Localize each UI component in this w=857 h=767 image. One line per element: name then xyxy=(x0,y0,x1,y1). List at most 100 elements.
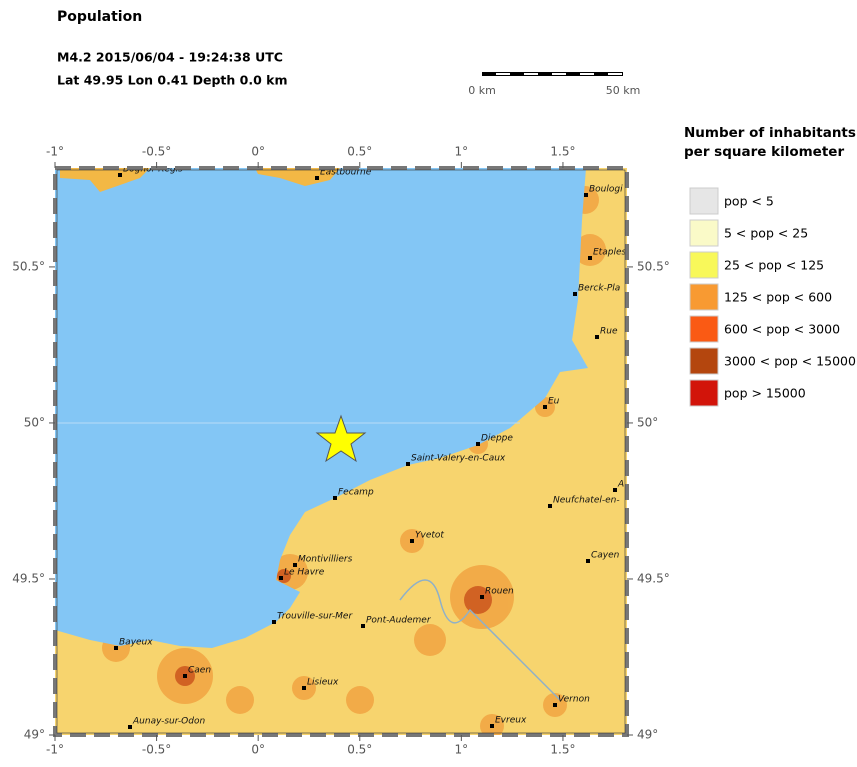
town-label: Cayen xyxy=(591,551,620,561)
town-marker xyxy=(480,595,484,599)
town-marker xyxy=(183,674,187,678)
scale-bar-segment xyxy=(608,73,622,75)
legend-label: 125 < pop < 600 xyxy=(724,290,832,305)
legend-swatch xyxy=(689,251,719,279)
x-tick-label: 0° xyxy=(251,743,265,757)
scale-bar: 0 km 50 km xyxy=(468,72,640,97)
y-tick-label: 49° xyxy=(637,728,658,742)
x-tick-label: 0.5° xyxy=(347,743,372,757)
towns: Bognor Regis Eastbourne Boulogi Etaples Berc… xyxy=(114,168,626,729)
england-coast xyxy=(60,168,150,192)
town-label: Lisieux xyxy=(307,678,339,688)
town-label: Trouville-sur-Mer xyxy=(277,612,353,622)
town-label: Eu xyxy=(548,397,560,407)
legend-label: 25 < pop < 125 xyxy=(724,258,824,273)
legend-label: pop < 5 xyxy=(724,194,774,209)
town-label: Etaples xyxy=(593,248,626,258)
legend-swatch xyxy=(689,347,719,375)
x-tick-label: -0.5° xyxy=(142,145,171,159)
town-label: Rouen xyxy=(485,587,514,597)
y-tick-label: 49° xyxy=(24,728,45,742)
legend: Number of inhabitants per square kilomet… xyxy=(684,125,856,407)
scale-bar-segment xyxy=(524,73,538,75)
legend-title: Number of inhabitants xyxy=(684,125,856,141)
sea xyxy=(55,168,627,648)
town-label: Pont-Audemer xyxy=(366,616,432,626)
town-marker xyxy=(302,686,306,690)
y-tick-label: 50° xyxy=(24,415,45,429)
town-marker xyxy=(476,442,480,446)
event-info: M4.2 2015/06/04 - 19:24:38 UTC xyxy=(57,50,283,65)
legend-label: 3000 < pop < 15000 xyxy=(724,354,856,369)
town-marker xyxy=(293,563,297,567)
legend-swatch xyxy=(689,315,719,343)
town-label: Eastbourne xyxy=(320,168,372,178)
town-marker xyxy=(361,624,365,628)
legend-label: 600 < pop < 3000 xyxy=(724,322,840,337)
town-marker xyxy=(333,496,337,500)
legend-swatch xyxy=(689,283,719,311)
x-tick-label: -0.5° xyxy=(142,743,171,757)
town-marker xyxy=(543,405,547,409)
title: Population xyxy=(57,9,142,25)
england-coast xyxy=(255,168,340,186)
map-area: Bognor Regis Eastbourne Boulogi Etaples Berc… xyxy=(55,168,627,735)
legend-swatch xyxy=(689,219,719,247)
town-marker xyxy=(588,256,592,260)
y-tick-label: 50.5° xyxy=(637,259,670,273)
x-tick-label: 1.5° xyxy=(550,743,575,757)
town-label: Saint-Valery-en-Caux xyxy=(411,454,506,464)
scale-label: 50 km xyxy=(606,84,641,97)
town-marker xyxy=(410,539,414,543)
legend-swatch xyxy=(689,187,719,215)
town-marker xyxy=(406,462,410,466)
scale-label: 0 km xyxy=(468,84,496,97)
location-info: Lat 49.95 Lon 0.41 Depth 0.0 km xyxy=(57,73,287,88)
town-marker xyxy=(490,724,494,728)
town-marker xyxy=(118,173,122,177)
x-tick-label: 1° xyxy=(455,145,469,159)
town-marker xyxy=(114,646,118,650)
x-tick-label: -1° xyxy=(46,743,64,757)
legend-label: pop > 15000 xyxy=(724,386,806,401)
town-marker xyxy=(548,504,552,508)
town-label: Evreux xyxy=(495,716,527,726)
scale-bar-segment xyxy=(552,73,566,75)
town-marker xyxy=(272,620,276,624)
town-label: Caen xyxy=(188,666,211,676)
legend-title: per square kilometer xyxy=(684,144,844,160)
town-label: Fecamp xyxy=(338,488,374,498)
town-label: Neufchatel-en- xyxy=(553,496,620,506)
town-label: Berck-Pla xyxy=(578,284,620,294)
town-marker xyxy=(553,703,557,707)
town-label: Boulogi xyxy=(589,185,623,195)
map-frame-inner xyxy=(56,169,626,734)
y-tick-label: 50.5° xyxy=(12,259,45,273)
town-marker xyxy=(613,488,617,492)
y-tick-label: 49.5° xyxy=(637,571,670,585)
town-marker xyxy=(128,725,132,729)
axis-ticks: -1° -1° -0.5° -0.5° 0° 0° 0.5° 0.5° 1° 1° 1.5° 1.5°… xyxy=(12,145,669,757)
map-frame xyxy=(53,166,629,737)
town-label: Le Havre xyxy=(284,568,325,578)
town-label: Aunay-sur-Odon xyxy=(132,717,205,727)
town-marker xyxy=(315,176,319,180)
x-tick-label: 1° xyxy=(455,743,469,757)
town-label: Vernon xyxy=(558,695,590,705)
scale-bar-segment xyxy=(496,73,510,75)
town-marker xyxy=(573,292,577,296)
x-tick-label: -1° xyxy=(46,145,64,159)
town-marker xyxy=(586,559,590,563)
town-marker xyxy=(595,335,599,339)
y-tick-label: 50° xyxy=(637,415,658,429)
town-label: Yvetot xyxy=(415,531,444,541)
town-label: Bayeux xyxy=(119,638,153,648)
town-label: Rue xyxy=(600,327,618,337)
legend-label: 5 < pop < 25 xyxy=(724,226,808,241)
town-marker xyxy=(584,193,588,197)
legend-swatch xyxy=(689,379,719,407)
town-label: Montivilliers xyxy=(298,555,353,565)
x-tick-label: 0.5° xyxy=(347,145,372,159)
